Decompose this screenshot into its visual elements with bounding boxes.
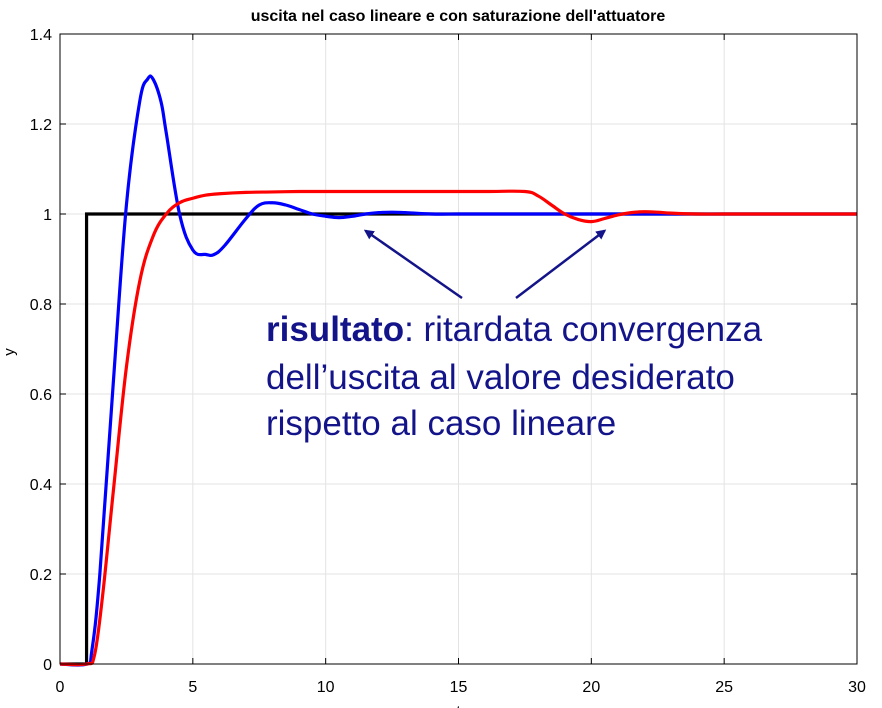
y-tick-label: 0: [43, 657, 52, 674]
y-tick-label: 0.6: [30, 387, 52, 404]
series-saturated-line: [59, 189, 857, 667]
annotation-line-3: rispetto al caso lineare: [266, 404, 616, 443]
chart-title: uscita nel caso lineare e con saturazion…: [251, 8, 666, 25]
y-tick-label: 0.8: [30, 297, 52, 314]
y-tick-label: 1.4: [30, 27, 52, 44]
y-tick-label: 0.4: [30, 477, 52, 494]
x-axis-label: t: [456, 703, 461, 708]
x-tick-label: 30: [848, 679, 866, 696]
grid: [59, 33, 858, 665]
x-tick-label: 15: [450, 679, 468, 696]
x-tick-label: 20: [582, 679, 600, 696]
series-linear-line: [59, 74, 857, 667]
x-tick-label: 10: [317, 679, 335, 696]
x-tick-label: 0: [56, 679, 65, 696]
x-tick-label: 25: [715, 679, 733, 696]
tick-labels: 0 5 10 15 20 25 30 0 0.2 0.4 0.6 0.8 1 1.2 1.4: [30, 27, 866, 696]
annotation-arrow: [515, 229, 607, 299]
annotation-line-1: risultato: ritardata convergenza: [266, 310, 763, 349]
y-tick-label: 0.2: [30, 567, 52, 584]
plot-frame: [59, 33, 858, 665]
x-tick-label: 5: [188, 679, 197, 696]
annotation-arrow: [363, 229, 463, 300]
y-axis-label: y: [1, 348, 18, 356]
annotation: risultato: ritardata convergenza dell’us…: [266, 229, 763, 443]
annotation-arrows: [363, 229, 607, 300]
annotation-line-1-rest: : ritardata convergenza: [404, 310, 763, 349]
y-tick-label: 1.2: [30, 117, 52, 134]
annotation-bold-word: risultato: [266, 310, 404, 349]
annotation-line-2: dell’uscita al valore desiderato: [266, 358, 735, 397]
y-tick-label: 1: [43, 207, 52, 224]
